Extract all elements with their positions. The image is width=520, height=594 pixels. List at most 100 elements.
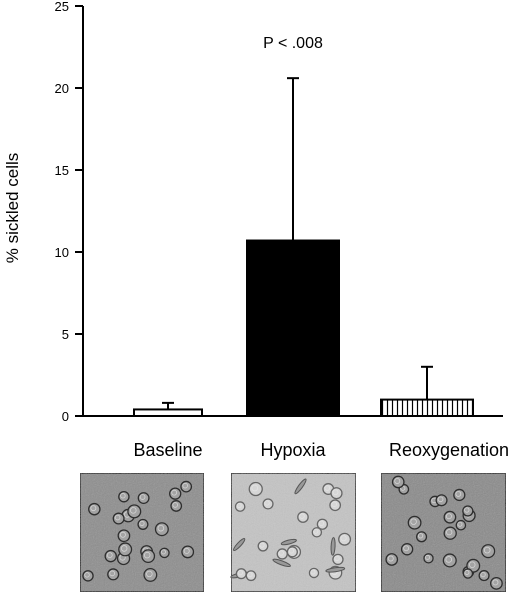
cell-highlight (264, 500, 270, 506)
y-tick-label: 20 (55, 81, 69, 96)
cell-highlight (236, 503, 242, 509)
cell-highlight (251, 484, 259, 492)
cell-highlight (172, 502, 178, 508)
cell-highlight (417, 533, 424, 539)
cell-highlight (403, 545, 409, 552)
red-cell (453, 488, 466, 502)
cell-highlight (182, 482, 188, 489)
sickled-cell (272, 558, 291, 568)
cell-highlight (310, 569, 316, 575)
red-cell (443, 526, 457, 540)
hypoxia-micrograph (230, 472, 357, 593)
cell-highlight (318, 520, 325, 526)
cell-highlight (446, 529, 453, 536)
cell-highlight (464, 570, 470, 575)
cell-highlight (334, 555, 340, 562)
cell-highlight (464, 507, 470, 513)
red-cell (137, 492, 150, 505)
red-cell (329, 499, 342, 512)
cell-highlight (143, 551, 151, 559)
red-cell (257, 540, 269, 552)
red-cell (117, 529, 131, 543)
red-cell (462, 505, 474, 517)
bar-hypoxia (246, 239, 340, 417)
red-cell (107, 568, 120, 581)
red-cell (262, 498, 274, 510)
cell-highlight (139, 494, 146, 500)
red-cell (82, 570, 94, 582)
red-cell (332, 553, 344, 566)
red-cell (407, 515, 422, 530)
sickled-cell (294, 478, 307, 495)
cell-highlight (457, 521, 463, 527)
red-cell (118, 490, 130, 503)
sickled-cell (330, 537, 336, 556)
red-cell (385, 553, 399, 566)
red-cell (141, 549, 156, 564)
bar-reoxygenation (380, 398, 474, 418)
cell-highlight (120, 545, 128, 552)
cell-highlight (387, 555, 394, 562)
cell-highlight (437, 496, 444, 503)
red-cell (400, 543, 414, 556)
cell-highlight (130, 507, 137, 514)
red-cell (235, 568, 247, 580)
cell-highlight (237, 570, 243, 576)
cell-highlight (106, 552, 113, 559)
bar-baseline (133, 408, 203, 418)
red-cell (248, 481, 263, 497)
red-cell (104, 549, 117, 563)
cell-highlight (183, 547, 190, 554)
cell-highlight (278, 550, 284, 556)
cell-highlight (410, 518, 417, 525)
cell-highlight (492, 579, 499, 586)
cell-highlight (455, 491, 462, 497)
red-cell (316, 518, 329, 530)
cell-highlight (331, 501, 337, 507)
category-label-baseline: Baseline (133, 440, 202, 460)
red-cell (297, 511, 309, 523)
red-cell (180, 480, 193, 493)
cell-highlight (120, 493, 126, 499)
reoxygenation-micrograph (380, 472, 507, 593)
cell-highlight (425, 554, 430, 560)
red-cell (416, 531, 428, 543)
cell-highlight (299, 513, 305, 519)
cell-highlight (171, 489, 178, 496)
sickled-cell (233, 538, 246, 552)
y-tick-label: 10 (55, 245, 69, 260)
cell-highlight (468, 561, 476, 569)
cell-highlight (114, 514, 121, 521)
cell-highlight (146, 570, 153, 578)
red-cell (478, 570, 490, 582)
red-cell (481, 544, 496, 559)
cell-highlight (332, 489, 339, 496)
y-tick-label: 5 (62, 327, 69, 342)
cell-highlight (259, 542, 265, 548)
red-cell (490, 576, 503, 590)
y-tick-label: 0 (62, 409, 69, 424)
red-cell (286, 546, 298, 558)
category-label-hypoxia: Hypoxia (260, 440, 326, 460)
cell-highlight (445, 556, 453, 563)
red-cell (154, 522, 169, 537)
cell-highlight (109, 570, 116, 577)
red-cell (330, 487, 343, 500)
red-cell (435, 494, 448, 507)
cell-highlight (139, 520, 145, 527)
y-tick-label: 15 (55, 163, 69, 178)
y-tick-label: 25 (55, 0, 69, 14)
cell-highlight (288, 548, 294, 554)
cell-highlight (445, 513, 452, 520)
sickled-cell (280, 538, 297, 546)
p-value-annotation: P < .008 (263, 35, 323, 52)
cell-highlight (90, 505, 97, 512)
red-cell (112, 512, 125, 525)
cell-highlight (119, 531, 126, 538)
cell-highlight (394, 478, 401, 484)
bars (133, 77, 474, 418)
red-cell (169, 487, 182, 500)
category-labels: Baseline Hypoxia Reoxygenation (133, 440, 509, 460)
cell-highlight (84, 572, 90, 578)
red-cell (391, 475, 405, 489)
